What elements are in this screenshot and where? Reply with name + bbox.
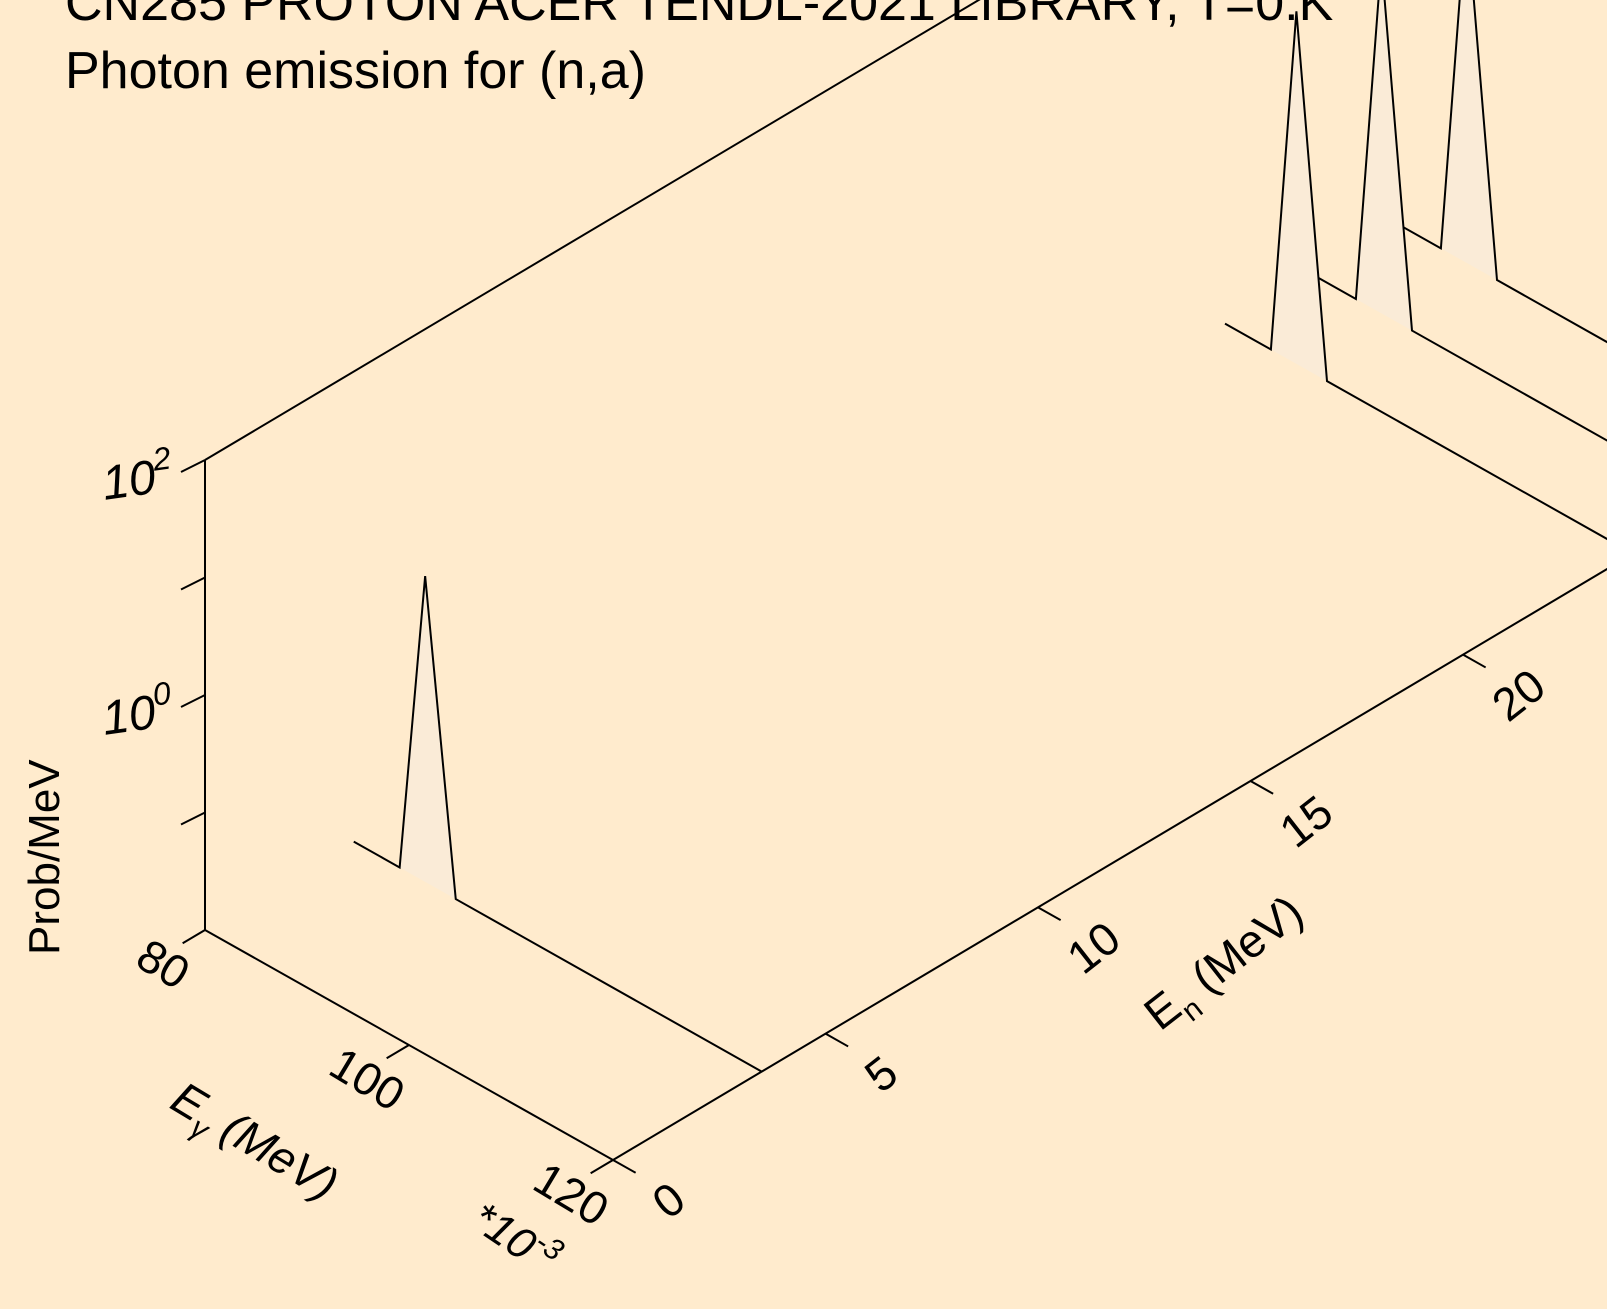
series-line-en-3.5 xyxy=(353,575,763,1073)
z-tick-15 xyxy=(1250,780,1274,795)
y-axis-label: Prob/MeV xyxy=(20,759,69,955)
x-tick-100 xyxy=(386,1044,410,1060)
y-tick-label-1: 100 xyxy=(97,674,176,745)
z-tick-20 xyxy=(1462,653,1487,669)
y-tick-1 xyxy=(180,694,206,708)
series-line-en-28 xyxy=(1394,0,1607,344)
back-wall-top-edge xyxy=(204,0,981,461)
y-minor-tick-0.1 xyxy=(180,811,206,826)
chart-subtitle: Photon emission for (n,a) xyxy=(65,42,646,100)
z-tick-0 xyxy=(612,1159,637,1174)
z-tick-10 xyxy=(1037,906,1062,921)
series-area-en-24 xyxy=(1225,11,1607,539)
series-area-en-3.5 xyxy=(353,576,762,1072)
y-tick-label-100: 102 xyxy=(97,439,176,510)
series-layer xyxy=(353,0,1607,1073)
z-tick-5 xyxy=(825,1032,849,1048)
x-tick-80 xyxy=(182,929,206,945)
x-tick-120 xyxy=(590,1159,614,1175)
series-line-en-24 xyxy=(1224,11,1607,541)
series-line-en-26 xyxy=(1309,0,1607,442)
chart-title: CN285 PROTON ACER TENDL-2021 LIBRARY, T=… xyxy=(65,0,1334,32)
y-tick-100 xyxy=(180,459,206,473)
series-area-en-26 xyxy=(1310,0,1607,441)
y-minor-tick-10 xyxy=(180,576,206,591)
y-axis-label-text: Prob/MeV xyxy=(20,759,69,955)
